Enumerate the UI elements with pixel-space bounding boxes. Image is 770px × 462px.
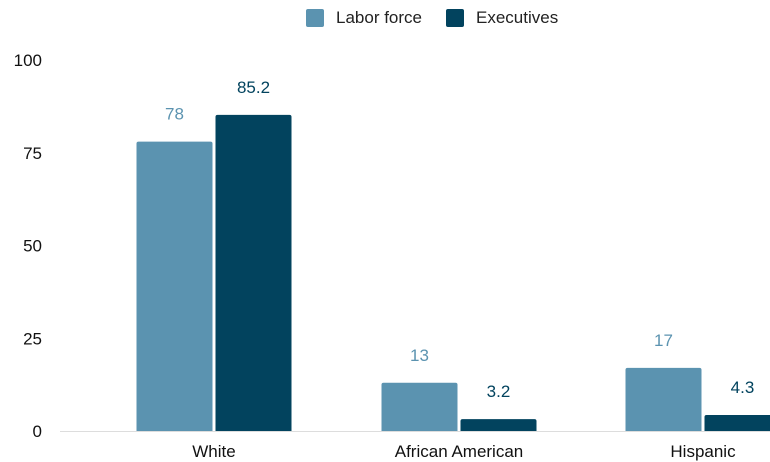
- bar-labor-force-african-american[interactable]: [381, 382, 458, 431]
- legend-item-labor-force[interactable]: Labor force: [306, 8, 422, 28]
- bar-labor-force-hispanic[interactable]: [625, 367, 702, 431]
- y-tick-label-100: 100: [14, 51, 42, 70]
- x-tick-label-white: White: [192, 442, 235, 461]
- data-label-labor-force-2: 13: [410, 346, 429, 365]
- data-label-labor-force-3: 17: [654, 331, 673, 350]
- legend-swatch-labor-force: [306, 9, 324, 27]
- y-tick-label-75: 75: [23, 144, 42, 163]
- bar-executives-hispanic[interactable]: [704, 415, 770, 431]
- legend-item-executives[interactable]: Executives: [446, 8, 558, 28]
- data-label-executives-3: 4.3: [731, 378, 755, 397]
- data-label-executives-2: 3.2: [487, 382, 511, 401]
- legend-label-executives: Executives: [476, 8, 559, 27]
- legend-swatch-executives: [446, 9, 464, 27]
- bar-labor-force-white[interactable]: [136, 141, 213, 431]
- data-label-labor-force-1: 78: [165, 105, 184, 124]
- y-tick-label-50: 50: [23, 237, 42, 256]
- data-label-executives-1: 85.2: [237, 78, 270, 97]
- chart-legend: Labor force Executives: [306, 8, 582, 28]
- legend-label-labor-force: Labor force: [336, 8, 422, 27]
- y-tick-label-25: 25: [23, 329, 42, 348]
- bar-executives-white[interactable]: [215, 114, 292, 432]
- x-tick-label-african-american: African American: [395, 442, 524, 461]
- y-tick-label-0: 0: [33, 422, 42, 441]
- bar-executives-african-american[interactable]: [460, 419, 537, 431]
- x-tick-label-hispanic: Hispanic: [670, 442, 736, 461]
